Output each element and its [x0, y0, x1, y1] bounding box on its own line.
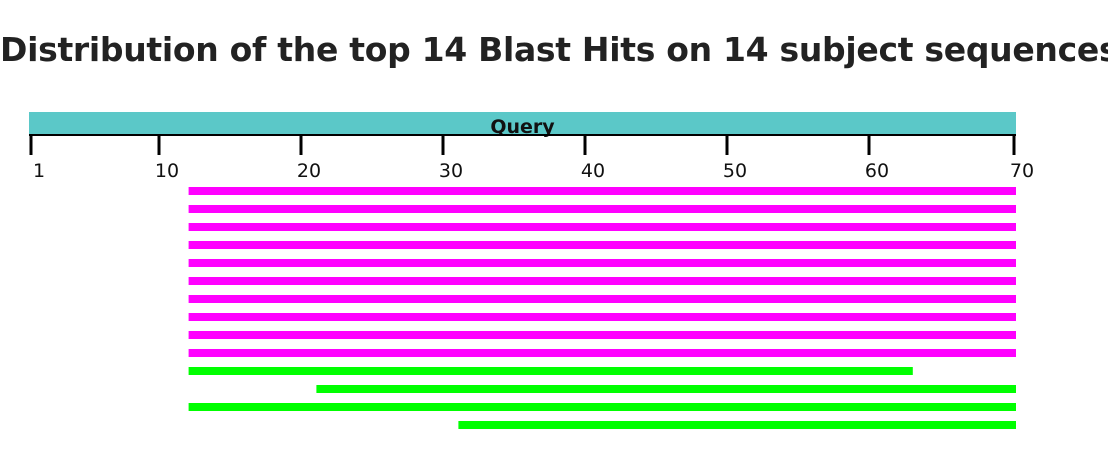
- axis-tick-label: 10: [155, 160, 179, 182]
- chart-title: Distribution of the top 14 Blast Hits on…: [0, 30, 1108, 69]
- axis-tick-label: 40: [581, 160, 605, 182]
- hit-bar[interactable]: [188, 313, 1017, 321]
- hit-bar[interactable]: [458, 421, 1016, 429]
- hit-bar[interactable]: [188, 223, 1017, 231]
- hit-bar[interactable]: [188, 259, 1017, 267]
- hit-bar[interactable]: [188, 295, 1017, 303]
- hit-bar[interactable]: [188, 205, 1017, 213]
- hit-bar[interactable]: [316, 385, 1016, 393]
- query-label: Query: [490, 116, 555, 138]
- hit-bars: [188, 187, 1017, 429]
- query-bar: [29, 112, 1016, 135]
- hit-bar[interactable]: [188, 331, 1017, 339]
- axis-tick-label: 30: [439, 160, 463, 182]
- axis-tick-label: 70: [1010, 160, 1034, 182]
- hit-bar[interactable]: [188, 367, 913, 375]
- hit-bar[interactable]: [188, 349, 1017, 357]
- axis-tick-label: 20: [297, 160, 321, 182]
- axis-tick-label: 50: [723, 160, 747, 182]
- axis-tick-label: 1: [33, 160, 45, 182]
- hit-bar[interactable]: [188, 187, 1017, 195]
- hit-bar[interactable]: [188, 277, 1017, 285]
- axis-tick-label: 60: [865, 160, 889, 182]
- axis-ticks: 1 10 20 30 40 50 60 70: [29, 135, 1034, 182]
- hit-bar[interactable]: [188, 403, 1017, 411]
- hit-bar[interactable]: [188, 241, 1017, 249]
